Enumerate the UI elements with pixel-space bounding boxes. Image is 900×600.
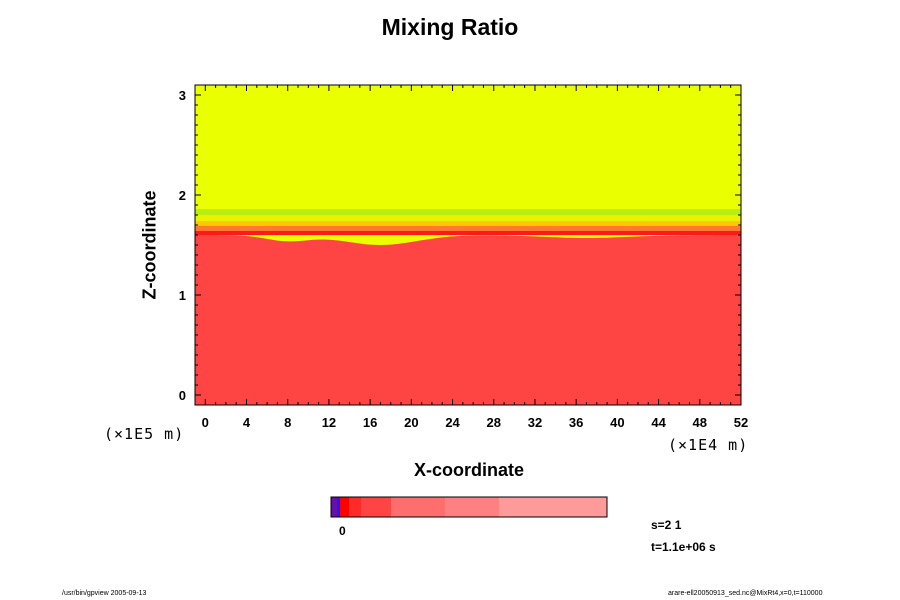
x-tick-label: 4 (243, 415, 251, 430)
footer-right: arare-ell20050913_sed.nc@MixRt4,x=0,t=11… (668, 590, 823, 597)
x-axis-label: X-coordinate (413, 460, 524, 480)
x-tick-label: 12 (322, 415, 336, 430)
y-tick-label: 1 (179, 288, 186, 303)
colorbar-segment (391, 497, 445, 517)
colorbar-segment (340, 497, 349, 517)
band-green (195, 209, 741, 215)
x-tick-label: 48 (693, 415, 707, 430)
colorbar-segment (331, 497, 337, 517)
contour-field (195, 85, 741, 405)
colorbar-segment (445, 497, 499, 517)
x-tick-label: 8 (284, 415, 291, 430)
y-tick-label: 0 (179, 388, 186, 403)
y-tick-label: 2 (179, 188, 186, 203)
x-tick-label: 0 (202, 415, 209, 430)
colorbar-segment (499, 497, 607, 517)
x-tick-label: 32 (528, 415, 542, 430)
time-label: t=1.1e+06 s (651, 540, 716, 554)
x-tick-label: 52 (734, 415, 748, 430)
x-tick-label: 40 (610, 415, 624, 430)
chart-title: Mixing Ratio (381, 14, 519, 40)
x-tick-label: 44 (651, 415, 666, 430)
region-lower (195, 235, 741, 405)
colorbar (330, 496, 608, 518)
y-tick-label: 3 (179, 88, 186, 103)
band-yellow (195, 215, 741, 221)
x-tick-label: 16 (363, 415, 377, 430)
x-tick-label: 28 (487, 415, 501, 430)
x-tick-label: 20 (404, 415, 418, 430)
step-label: s=2 1 (651, 518, 682, 532)
band-red (195, 231, 741, 235)
footer-left: /usr/bin/gpview 2005-09-13 (62, 590, 147, 597)
x-axis-unit: (×1E4 m) (668, 436, 749, 454)
colorbar-segment (361, 497, 391, 517)
colorbar-segment (349, 497, 361, 517)
band-light-red (195, 226, 741, 231)
colorbar-frame (330, 496, 608, 518)
colorbar-zero-label: 0 (339, 524, 346, 538)
band-orange (195, 221, 741, 226)
colorbar-segment (337, 497, 340, 517)
x-tick-label: 36 (569, 415, 583, 430)
y-axis-label: Z-coordinate (139, 190, 160, 300)
x-tick-label: 24 (445, 415, 460, 430)
y-axis-unit: (×1E5 m) (104, 425, 185, 443)
